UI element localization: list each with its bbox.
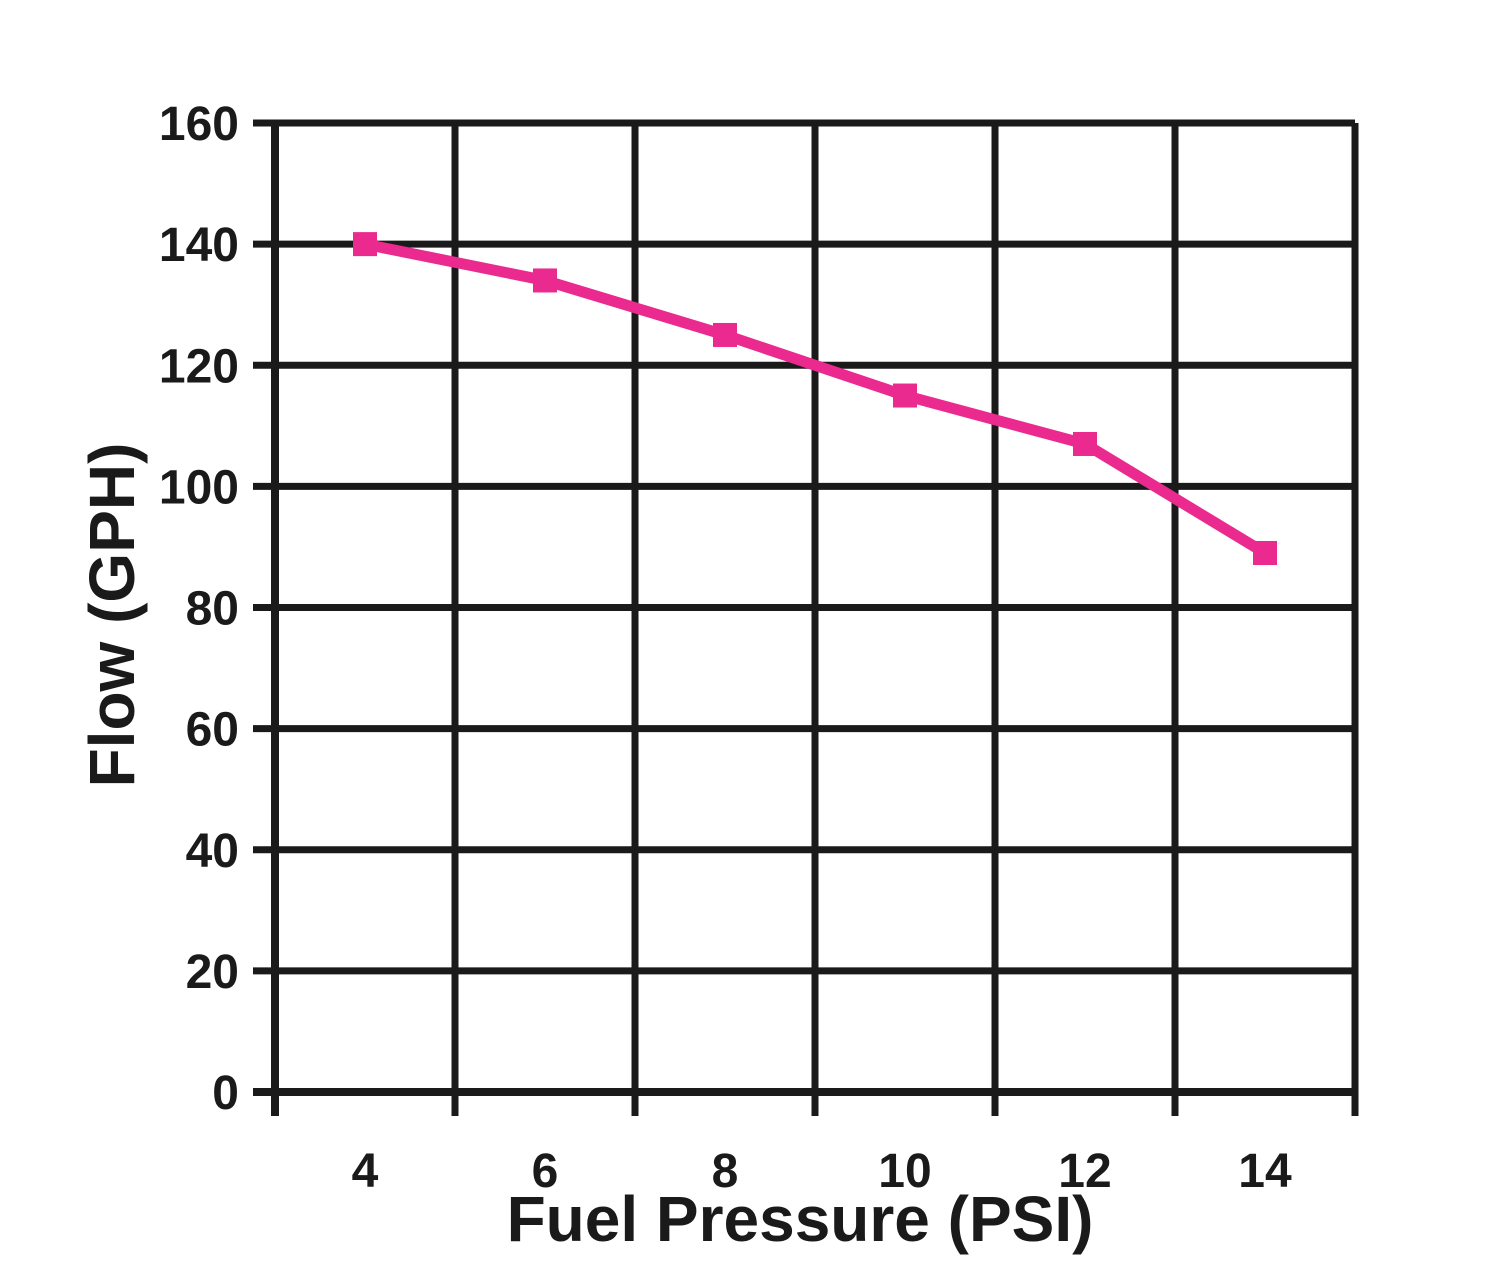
data-point-marker (893, 383, 917, 408)
data-point-marker (353, 232, 377, 257)
y-tick-label: 140 (159, 219, 239, 272)
data-point-marker (1253, 540, 1277, 565)
data-point-marker (713, 322, 737, 347)
x-tick-label: 6 (532, 1145, 559, 1198)
y-tick-label: 60 (186, 704, 239, 757)
x-tick-label: 4 (352, 1145, 379, 1198)
y-axis-title: Flow (GPH) (76, 442, 148, 788)
y-tick-label: 160 (159, 98, 239, 151)
y-tick-label: 100 (159, 461, 239, 514)
y-tick-label: 20 (186, 946, 239, 999)
data-point-marker (1073, 431, 1097, 456)
y-tick-label: 80 (186, 583, 239, 636)
data-point-marker (533, 268, 557, 293)
x-tick-label: 12 (1058, 1145, 1111, 1198)
x-axis-title: Fuel Pressure (PSI) (506, 1183, 1094, 1255)
x-tick-label: 14 (1238, 1145, 1292, 1198)
y-tick-label: 40 (186, 825, 239, 878)
x-tick-label: 10 (878, 1145, 931, 1198)
y-tick-label: 0 (212, 1067, 239, 1120)
flow-series-line (363, 238, 1268, 558)
y-tick-label: 120 (159, 340, 239, 393)
x-tick-label: 8 (712, 1145, 739, 1198)
